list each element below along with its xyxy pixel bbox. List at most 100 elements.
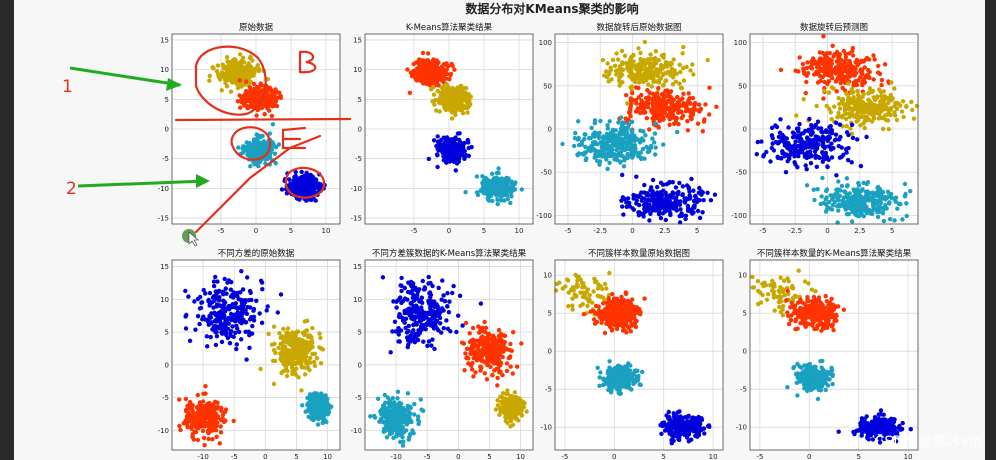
data-point (677, 180, 682, 186)
data-point (270, 122, 276, 127)
data-point (249, 100, 254, 106)
data-point (242, 310, 247, 315)
data-point (673, 185, 679, 190)
data-point (641, 61, 647, 66)
data-point (888, 105, 894, 111)
data-point (177, 397, 182, 402)
data-point (840, 85, 845, 91)
data-point (806, 144, 811, 149)
data-point (679, 85, 685, 91)
data-point (307, 345, 313, 351)
data-point (405, 67, 410, 72)
data-point (475, 192, 481, 198)
data-point (442, 61, 447, 67)
data-point (623, 116, 628, 121)
data-point (256, 164, 261, 169)
data-point (768, 159, 773, 164)
data-point (457, 131, 462, 136)
data-point (629, 101, 634, 107)
data-point (858, 209, 863, 215)
data-point (298, 339, 304, 344)
data-point (435, 164, 440, 170)
data-point (239, 337, 244, 342)
data-point (275, 310, 280, 315)
data-point (771, 148, 777, 153)
data-point (206, 436, 211, 442)
data-point (869, 209, 874, 215)
data-point (511, 187, 517, 193)
data-point (448, 102, 454, 107)
y-tick-label: 15 (160, 36, 169, 44)
data-point (460, 152, 465, 158)
data-point (845, 183, 850, 188)
data-point (235, 85, 241, 91)
data-point (616, 151, 621, 156)
data-point (474, 174, 480, 179)
data-point (878, 115, 884, 120)
y-tick-label: 10 (353, 66, 362, 74)
data-point (277, 331, 282, 336)
data-point (439, 78, 444, 83)
data-point (267, 131, 272, 136)
figure-title: 数据分布对KMeans聚类的影响 (465, 1, 638, 16)
data-point (764, 149, 769, 155)
data-point (581, 152, 587, 157)
data-point (595, 142, 600, 147)
data-point (829, 155, 835, 160)
data-point (497, 182, 502, 187)
data-point (794, 113, 799, 118)
data-point (431, 92, 437, 97)
data-point (222, 313, 227, 318)
data-point (636, 46, 641, 51)
data-point (608, 65, 613, 70)
y-tick-label: -10 (351, 185, 362, 193)
y-tick-label: 15 (160, 263, 169, 271)
data-point (807, 116, 812, 122)
data-point (695, 121, 701, 126)
data-point (208, 315, 214, 320)
data-point (780, 149, 785, 154)
data-point (792, 143, 797, 148)
data-point (195, 392, 200, 398)
data-point (600, 57, 606, 63)
data-point (626, 146, 631, 151)
data-point (661, 82, 666, 88)
data-point (651, 112, 657, 117)
data-point (673, 79, 678, 84)
data-point (605, 138, 610, 143)
data-point (228, 73, 233, 78)
data-point (841, 198, 846, 204)
data-point (674, 71, 679, 77)
data-point (675, 95, 680, 100)
data-point (668, 205, 673, 210)
data-point (232, 79, 237, 85)
data-point (641, 214, 646, 219)
data-point (770, 136, 775, 141)
data-point (420, 50, 426, 56)
data-point (691, 72, 696, 77)
data-point (629, 142, 634, 147)
data-point (219, 408, 224, 413)
data-point (620, 172, 625, 178)
data-point (629, 119, 635, 125)
data-point (260, 287, 265, 292)
data-point (819, 129, 824, 134)
data-point (828, 110, 834, 115)
data-point (817, 69, 822, 74)
data-point (629, 59, 634, 64)
data-point (699, 192, 704, 197)
data-point (288, 181, 293, 186)
data-point (824, 70, 829, 75)
data-point (238, 105, 243, 110)
data-point (236, 71, 241, 77)
data-point (495, 197, 500, 202)
data-point (293, 169, 298, 175)
data-point (513, 180, 518, 185)
data-point (870, 89, 875, 95)
data-point (215, 63, 221, 68)
data-point (650, 136, 655, 141)
data-point (666, 180, 672, 186)
data-point (624, 93, 629, 98)
data-point (243, 320, 248, 325)
